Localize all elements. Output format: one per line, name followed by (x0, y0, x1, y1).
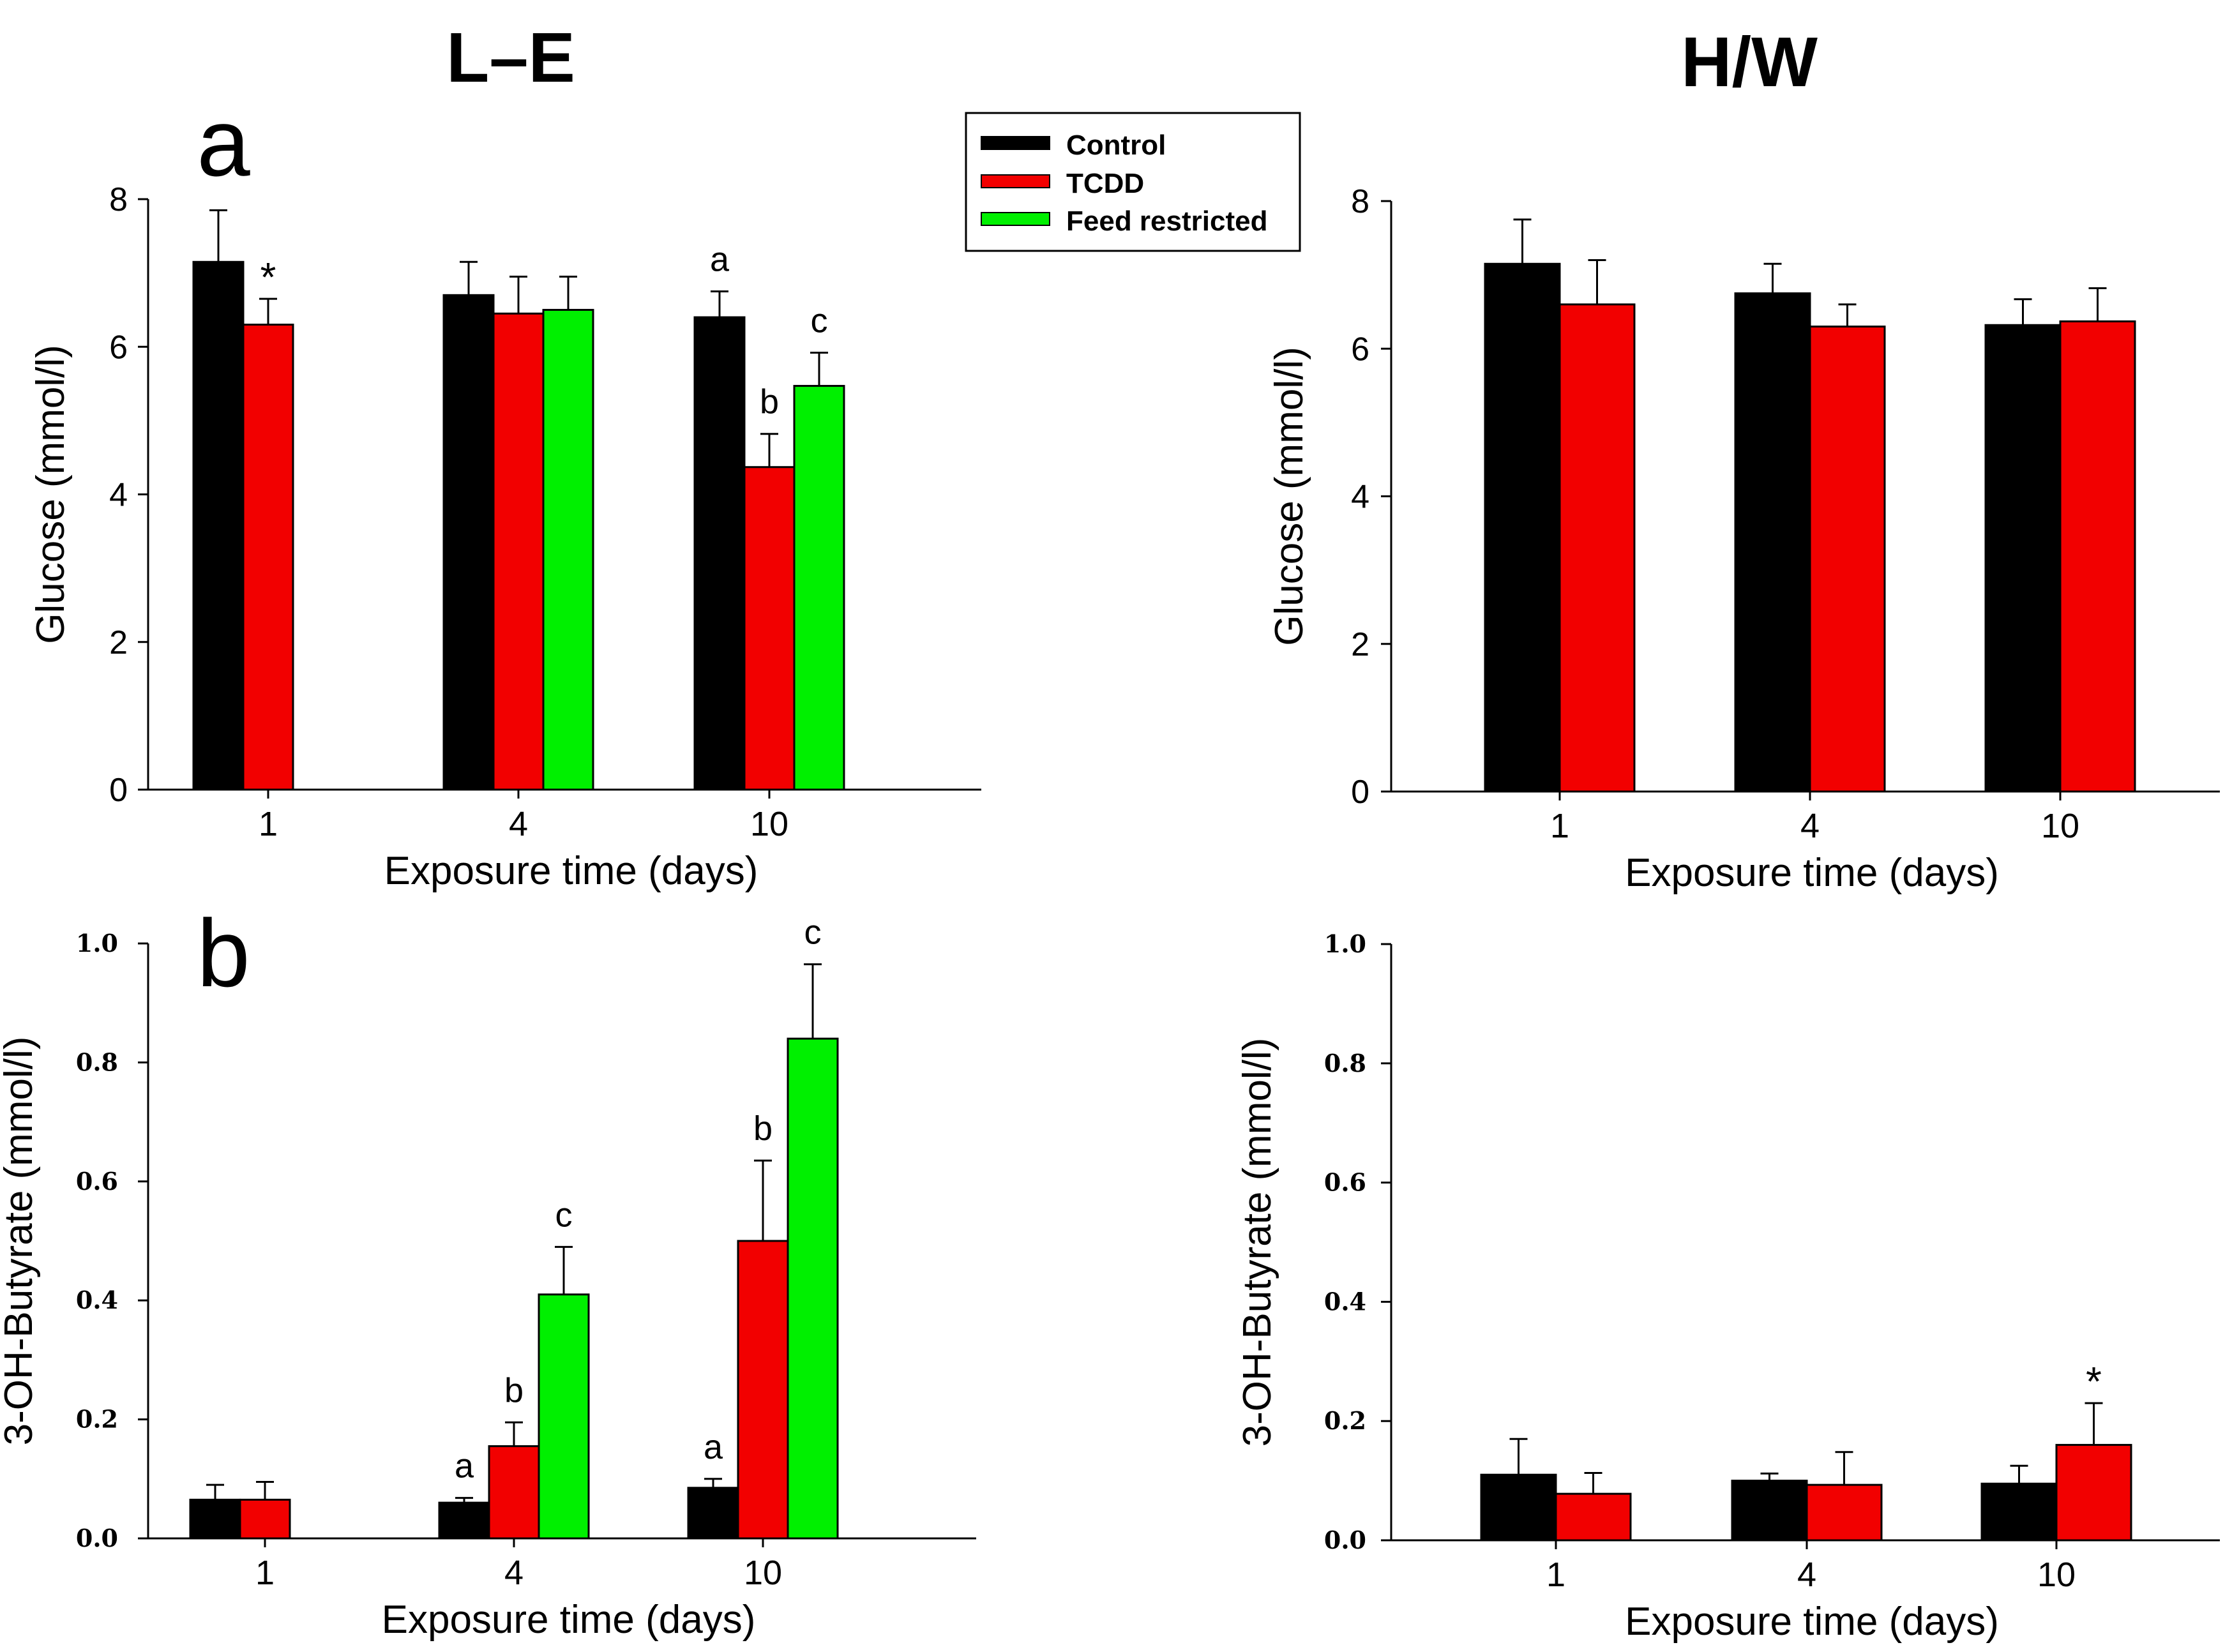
x-axis-title: Exposure time (days) (384, 849, 758, 893)
y-tick-label: 0.0 (76, 1524, 118, 1552)
y-tick-label: 0.4 (1324, 1287, 1366, 1316)
x-tick-label: 1 (255, 1554, 275, 1592)
legend-label-control: Control (1066, 130, 1166, 161)
y-tick-label: 0.6 (1324, 1168, 1366, 1197)
bar-control-day-10 (687, 1487, 739, 1540)
y-tick-label: 8 (1351, 183, 1369, 220)
bar-tcdd-day-10 (743, 466, 796, 791)
x-tick-label: 4 (1797, 1556, 1816, 1594)
bar-feed-restricted-day-4 (542, 308, 594, 791)
y-tick-label: 4 (1351, 479, 1369, 516)
y-tick-label: 1.0 (1324, 929, 1366, 958)
bar-feed-restricted-day-4 (538, 1293, 590, 1540)
bar-control-day-10 (1984, 324, 2062, 793)
legend-swatch-tcdd (981, 174, 1050, 188)
x-tick-label: 1 (1550, 807, 1569, 845)
legend-swatch-feed-restricted (981, 212, 1050, 226)
x-tick-label: 1 (1546, 1556, 1565, 1594)
y-tick-label: 4 (109, 477, 128, 514)
annotation-letter-c: c (804, 913, 822, 952)
x-axis-title: Exposure time (days) (1625, 1600, 1999, 1644)
annotation-significance-star: * (260, 254, 276, 300)
y-tick-label: 2 (109, 624, 128, 661)
bar-tcdd-day-1 (1555, 1492, 1632, 1542)
annotation-letter-a: a (704, 1428, 723, 1466)
x-axis-title: Exposure time (days) (1625, 851, 1999, 895)
y-tick-label: 6 (109, 329, 128, 366)
panel-letter-b: b (197, 899, 250, 1007)
bar-tcdd-day-4 (488, 1445, 540, 1540)
bar-control-day-1 (189, 1498, 241, 1540)
y-axis-title: 3-OH-Butyrate (mmol/l) (1235, 1038, 1279, 1447)
annotation-letter-c: c (555, 1196, 573, 1234)
y-tick-label: 0.0 (1324, 1526, 1366, 1554)
column-title-right: H/W (1681, 23, 1818, 101)
annotation-letter-b: b (760, 383, 779, 421)
y-axis-title: Glucose (mmol/l) (1267, 347, 1311, 646)
x-axis-title: Exposure time (days) (382, 1598, 756, 1642)
y-tick-label: 0.8 (1324, 1049, 1366, 1078)
x-tick-label: 4 (1800, 807, 1820, 845)
chart-butyrate-hw: 0.0 0.2 0.4 0.6 0.8 1.0 1 4 10 Exposure time (day… (1235, 929, 2220, 1644)
bar-control-day-4 (442, 294, 495, 791)
annotation-letter-a: a (710, 241, 730, 279)
y-tick-label: 2 (1351, 626, 1369, 663)
chart-glucose-hw: 0 2 4 6 8 1 4 10 Exposure time (days) Glucose (mm… (1267, 183, 2220, 895)
bar-tcdd-day-10 (2059, 320, 2136, 793)
legend-label-tcdd: TCDD (1066, 168, 1144, 199)
annotation-letter-a: a (455, 1447, 474, 1485)
bar-tcdd-day-4 (1809, 326, 1886, 793)
bar-tcdd-day-4 (1806, 1483, 1883, 1542)
y-axis-title: 3-OH-Butyrate (mmol/l) (0, 1037, 41, 1446)
bar-tcdd-day-1 (1558, 303, 1636, 793)
chart-glucose-le: 0 2 4 6 8 1 4 10 Exposure time (days) Glucose (mm… (29, 181, 981, 893)
annotation-letter-b: b (753, 1109, 773, 1148)
chart-butyrate-le: 0.0 0.2 0.4 0.6 0.8 1.0 1 4 10 Exposure time (day… (0, 913, 976, 1642)
y-tick-label: 0.2 (1324, 1406, 1366, 1435)
x-tick-label: 4 (504, 1554, 524, 1592)
y-tick-label: 6 (1351, 331, 1369, 368)
bar-feed-restricted-day-10 (787, 1037, 839, 1540)
column-title-left: L–E (446, 19, 575, 97)
x-tick-label: 10 (744, 1554, 782, 1592)
y-tick-label: 0.2 (76, 1405, 118, 1434)
legend-swatch-control (981, 136, 1050, 150)
y-tick-label: 0.4 (76, 1286, 118, 1314)
x-tick-label: 10 (750, 805, 788, 843)
bar-control-day-10 (1980, 1482, 2058, 1542)
bar-control-day-10 (693, 316, 746, 791)
x-tick-label: 10 (2041, 807, 2079, 845)
bar-control-day-4 (1731, 1480, 1808, 1542)
annotation-significance-star: * (2086, 1358, 2102, 1404)
bar-feed-restricted-day-10 (793, 385, 845, 791)
bar-control-day-4 (438, 1501, 490, 1540)
bar-tcdd-day-4 (492, 312, 545, 791)
legend-label-feed-restricted: Feed restricted (1066, 206, 1267, 237)
y-tick-label: 0 (109, 772, 128, 809)
annotation-letter-c: c (811, 302, 828, 340)
bar-control-day-4 (1734, 292, 1811, 793)
annotation-letter-b: b (504, 1371, 524, 1409)
y-tick-label: 0 (1351, 774, 1369, 811)
x-tick-label: 4 (509, 805, 528, 843)
bar-tcdd-day-1 (239, 1498, 291, 1540)
y-tick-label: 0.6 (76, 1167, 118, 1196)
x-tick-label: 1 (259, 805, 278, 843)
y-tick-label: 8 (109, 181, 128, 218)
panel-letter-a: a (197, 89, 250, 196)
x-tick-label: 10 (2037, 1556, 2076, 1594)
y-axis-title: Glucose (mmol/l) (29, 345, 73, 644)
bar-control-day-1 (192, 260, 245, 791)
bar-control-day-1 (1484, 262, 1561, 793)
bar-tcdd-day-1 (242, 324, 294, 791)
bar-tcdd-day-10 (2055, 1444, 2132, 1542)
y-tick-label: 1.0 (76, 929, 118, 957)
bar-control-day-1 (1480, 1473, 1557, 1542)
bar-tcdd-day-10 (737, 1240, 789, 1540)
y-tick-label: 0.8 (76, 1048, 118, 1076)
legend: Control TCDD Feed restricted (965, 112, 1301, 252)
